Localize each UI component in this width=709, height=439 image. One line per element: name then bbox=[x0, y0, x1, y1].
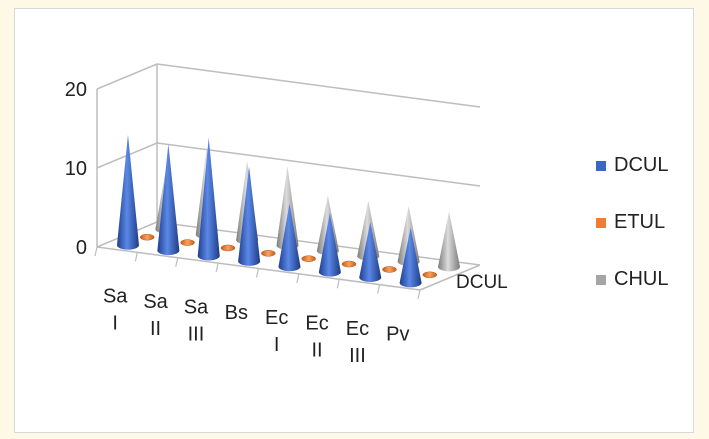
cone-etul bbox=[341, 260, 357, 268]
cone-dcul bbox=[116, 134, 139, 250]
x-category-label-line: III bbox=[188, 323, 205, 345]
x-tick-mark bbox=[296, 273, 300, 284]
x-category-label: Ec III bbox=[346, 318, 369, 367]
x-category-label: Sa I bbox=[103, 286, 128, 335]
x-category-label-line: Bs bbox=[225, 302, 248, 324]
cone-dcul bbox=[399, 227, 422, 288]
x-category-label: Ec II bbox=[305, 313, 328, 362]
floor-right-edge bbox=[419, 264, 481, 291]
cone-dcul bbox=[278, 203, 301, 272]
x-category-label-line: Ec bbox=[346, 318, 369, 340]
cone-etul bbox=[301, 255, 316, 262]
x-category-label-line: II bbox=[312, 340, 323, 362]
gridline-back-20 bbox=[156, 63, 481, 108]
x-tick-mark bbox=[336, 279, 340, 289]
x-category-label: Pv bbox=[386, 323, 409, 345]
gridline-back-10 bbox=[156, 142, 481, 187]
x-category-label: Ec I bbox=[265, 307, 288, 356]
x-category-label: Sa III bbox=[184, 296, 209, 345]
x-category-label-line: III bbox=[349, 345, 366, 367]
y-tick-label: 20 bbox=[65, 79, 87, 101]
cone-layer bbox=[116, 134, 461, 288]
y-tick-label: 0 bbox=[76, 237, 87, 259]
x-category-label-line: II bbox=[150, 318, 161, 340]
x-category-label-line: I bbox=[112, 313, 118, 335]
cone-etul bbox=[382, 266, 397, 273]
label-layer: 0 10 20 Sa I Sa II Sa III Bs Ec I Ec II Ec III Pv DCUL bbox=[65, 79, 508, 367]
x-category-label-line: Ec bbox=[305, 313, 328, 335]
cone-etul bbox=[180, 239, 195, 246]
x-category-label-line: Ec bbox=[265, 307, 288, 329]
cone-dcul bbox=[318, 212, 341, 277]
x-category-label: Bs bbox=[225, 302, 248, 324]
y-tick-label: 10 bbox=[65, 158, 87, 180]
legend-swatch-chul bbox=[596, 275, 606, 285]
x-tick-mark bbox=[134, 252, 138, 262]
cone-dcul bbox=[157, 143, 180, 256]
x-category-label-line: Sa bbox=[103, 286, 128, 308]
legend: DCUL ETUL CHUL bbox=[596, 154, 668, 290]
x-tick-mark bbox=[215, 262, 219, 273]
legend-label-chul: CHUL bbox=[614, 268, 668, 290]
x-category-label-line: Sa bbox=[184, 296, 209, 318]
cone-dcul bbox=[197, 137, 220, 261]
cone-etul bbox=[139, 233, 155, 241]
x-category-label-line: Pv bbox=[386, 323, 409, 345]
legend-label-etul: ETUL bbox=[614, 211, 665, 233]
gridline-side-20 bbox=[96, 63, 158, 90]
x-tick-mark bbox=[377, 284, 381, 294]
x-tick-mark bbox=[255, 268, 260, 278]
cone-dcul bbox=[359, 222, 382, 282]
cone-chul bbox=[438, 211, 461, 272]
x-tick-mark bbox=[175, 257, 179, 267]
legend-label-dcul: DCUL bbox=[614, 154, 668, 176]
x-category-label-line: Sa bbox=[143, 291, 168, 313]
cone-etul bbox=[220, 244, 236, 252]
legend-swatch-etul bbox=[596, 218, 606, 228]
cone-etul bbox=[422, 271, 438, 279]
depth-axis-label: DCUL bbox=[456, 272, 508, 293]
x-category-label-line: I bbox=[274, 334, 280, 356]
legend-swatch-dcul bbox=[596, 161, 606, 171]
x-category-label: Sa II bbox=[143, 291, 168, 340]
cone-etul bbox=[261, 250, 276, 257]
x-tick-mark bbox=[94, 246, 98, 257]
x-tick-mark bbox=[417, 289, 421, 300]
cone-dcul bbox=[238, 166, 261, 266]
